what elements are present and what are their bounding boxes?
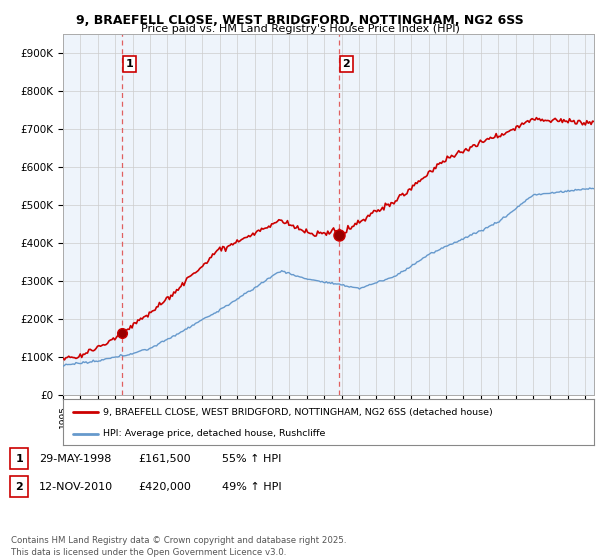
Text: 49% ↑ HPI: 49% ↑ HPI (222, 482, 281, 492)
Text: 1: 1 (16, 454, 23, 464)
Text: 29-MAY-1998: 29-MAY-1998 (39, 454, 112, 464)
Text: £420,000: £420,000 (138, 482, 191, 492)
Text: Price paid vs. HM Land Registry's House Price Index (HPI): Price paid vs. HM Land Registry's House … (140, 24, 460, 34)
Text: 12-NOV-2010: 12-NOV-2010 (39, 482, 113, 492)
Text: 9, BRAEFELL CLOSE, WEST BRIDGFORD, NOTTINGHAM, NG2 6SS (detached house): 9, BRAEFELL CLOSE, WEST BRIDGFORD, NOTTI… (103, 408, 493, 417)
Text: 9, BRAEFELL CLOSE, WEST BRIDGFORD, NOTTINGHAM, NG2 6SS: 9, BRAEFELL CLOSE, WEST BRIDGFORD, NOTTI… (76, 14, 524, 27)
Text: 2: 2 (343, 59, 350, 69)
Text: Contains HM Land Registry data © Crown copyright and database right 2025.
This d: Contains HM Land Registry data © Crown c… (11, 536, 346, 557)
Text: 1: 1 (125, 59, 133, 69)
Text: 2: 2 (16, 482, 23, 492)
Text: 55% ↑ HPI: 55% ↑ HPI (222, 454, 281, 464)
Text: HPI: Average price, detached house, Rushcliffe: HPI: Average price, detached house, Rush… (103, 429, 325, 438)
Text: £161,500: £161,500 (138, 454, 191, 464)
